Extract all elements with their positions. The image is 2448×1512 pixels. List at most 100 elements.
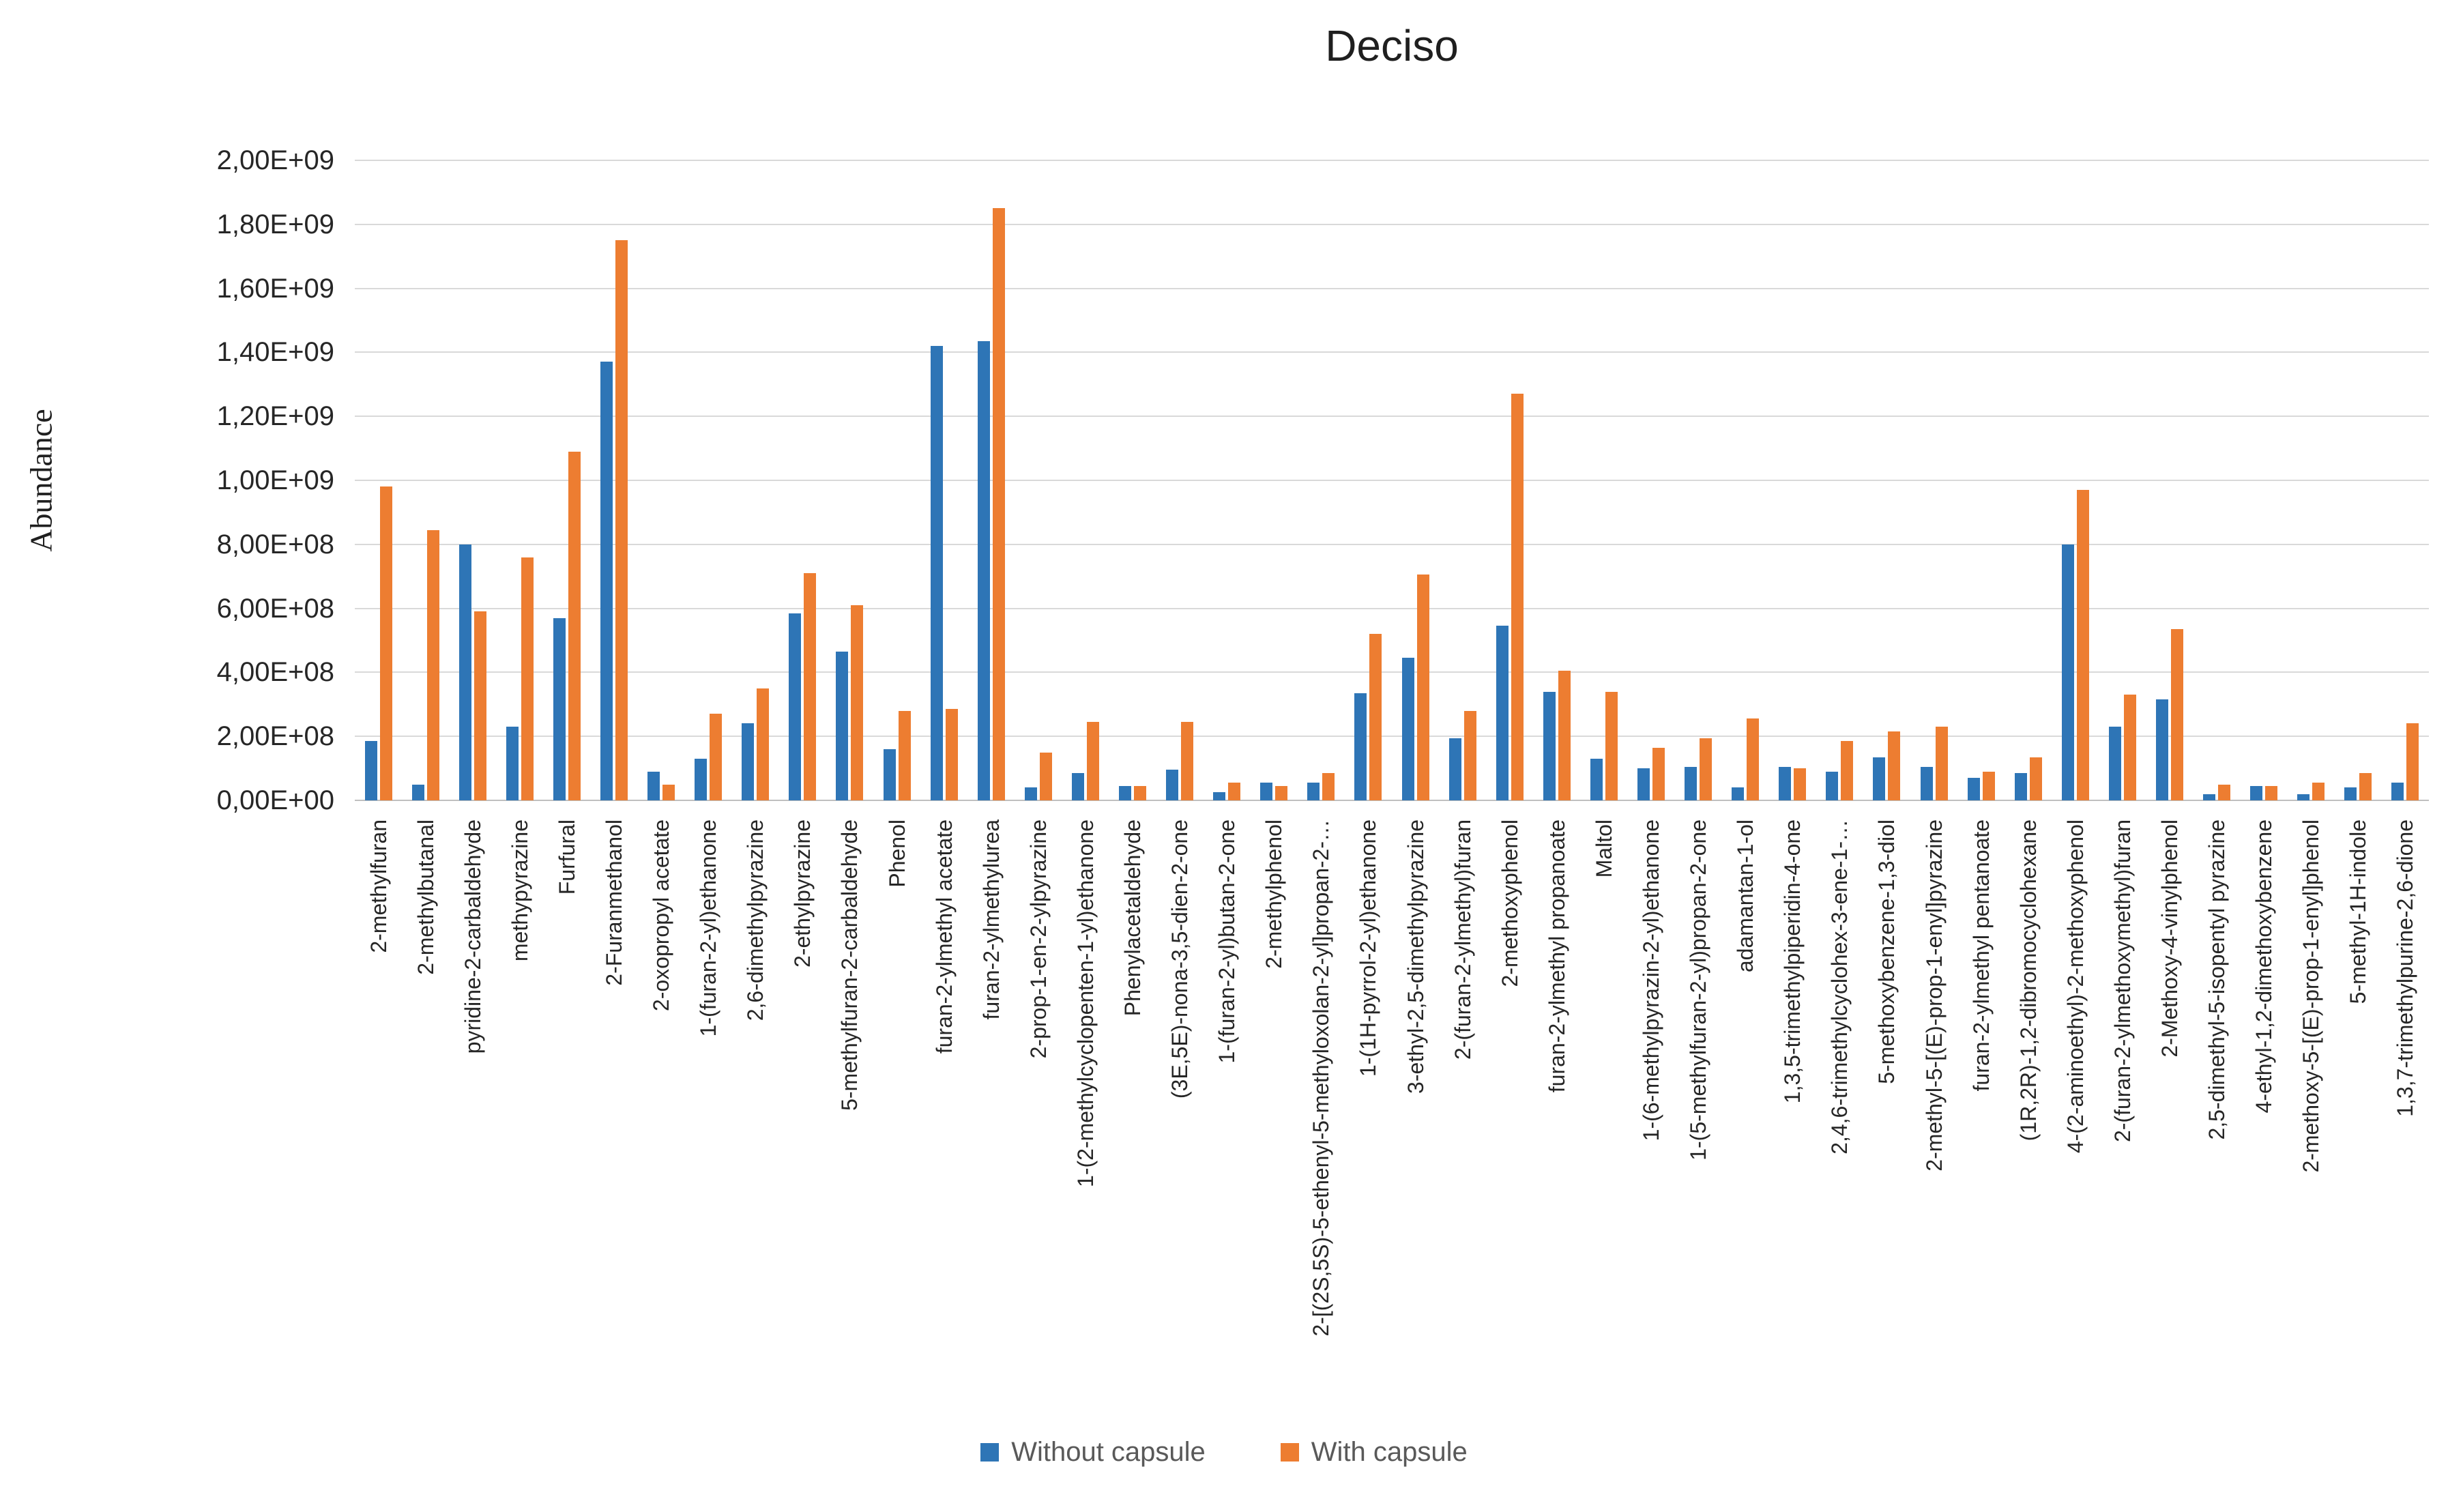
bar-with-capsule: [1841, 741, 1854, 800]
bar-without-capsule: [1732, 787, 1745, 800]
gridline: [355, 287, 2429, 289]
bar-with-capsule: [1794, 768, 1807, 800]
bar-without-capsule: [930, 346, 943, 800]
bar-with-capsule: [992, 208, 1005, 800]
x-category-label: 5-methyl-1H-indole: [2346, 819, 2371, 1004]
x-category-label: 2-oxopropyl acetate: [649, 819, 674, 1012]
x-category-label: 3-ethyl-2,5-dimethylpyrazine: [1403, 819, 1428, 1094]
x-category-label: 2-ethylpyrazine: [790, 819, 815, 968]
bar-with-capsule: [2265, 785, 2278, 800]
bar-without-capsule: [1685, 766, 1697, 800]
bar-without-capsule: [1967, 778, 1980, 800]
x-category-label: 2-methylphenol: [1262, 819, 1287, 969]
bar-with-capsule: [426, 529, 439, 800]
x-category-label: 1-(furan-2-yl)ethanone: [696, 819, 721, 1037]
y-tick-label: 8,00E+08: [216, 529, 334, 559]
x-category-label: (3E,5E)-nona-3,5-dien-2-one: [1167, 819, 1193, 1099]
bar-with-capsule: [2076, 490, 2089, 800]
bar-without-capsule: [1071, 773, 1084, 800]
bar-without-capsule: [1213, 792, 1226, 800]
y-tick-label: 1,60E+09: [216, 273, 334, 304]
x-category-label: methypyrazine: [507, 819, 532, 962]
x-category-label: 5-methoxybenzene-1,3-diol: [1874, 819, 1899, 1084]
bar-with-capsule: [2171, 629, 2183, 800]
legend-label-with-capsule: With capsule: [1311, 1437, 1468, 1467]
bar-with-capsule: [568, 451, 581, 800]
x-category-label: 2-methylfuran: [366, 819, 391, 953]
x-category-label: 1-(6-methylpyrazin-2-yl)ethanone: [1639, 819, 1663, 1142]
bar-without-capsule: [1590, 759, 1603, 800]
gridline: [355, 223, 2429, 225]
legend-item-with-capsule: With capsule: [1280, 1437, 1468, 1468]
legend-swatch-without-capsule-icon: [980, 1443, 1000, 1462]
bar-with-capsule: [521, 557, 534, 800]
bar-without-capsule: [600, 362, 613, 800]
bar-without-capsule: [2108, 727, 2121, 800]
y-tick-label: 4,00E+08: [216, 657, 334, 688]
bar-with-capsule: [804, 573, 817, 800]
y-tick-label: 1,40E+09: [216, 337, 334, 368]
legend-label-without-capsule: Without capsule: [1011, 1437, 1206, 1467]
legend: Without capsule With capsule: [0, 1437, 2448, 1468]
bar-without-capsule: [1260, 783, 1273, 800]
bar-without-capsule: [2061, 544, 2074, 800]
bar-with-capsule: [615, 240, 628, 800]
legend-item-without-capsule: Without capsule: [980, 1437, 1206, 1468]
gridline: [355, 736, 2429, 738]
bar-without-capsule: [1826, 771, 1839, 800]
bar-with-capsule: [1558, 671, 1571, 800]
bar-without-capsule: [1307, 783, 1320, 800]
x-category-label: 2-Furanmethanol: [602, 819, 626, 986]
x-category-label: Furfural: [554, 819, 579, 895]
bar-without-capsule: [695, 759, 708, 800]
x-category-label: 2-Methoxy-4-vinylphenol: [2157, 819, 2182, 1058]
y-tick-label: 1,20E+09: [216, 401, 334, 432]
bar-without-capsule: [1354, 693, 1367, 800]
bar-with-capsule: [1652, 747, 1665, 800]
x-category-label: 2,6-dimethylpyrazine: [743, 819, 768, 1021]
bar-without-capsule: [2250, 785, 2263, 800]
bar-without-capsule: [1779, 766, 1792, 800]
x-category-label: 2-prop-1-en-2-ylpyrazine: [1025, 819, 1051, 1059]
bar-without-capsule: [2156, 699, 2168, 800]
bar-with-capsule: [1463, 710, 1476, 800]
bar-with-capsule: [1181, 722, 1194, 800]
bar-with-capsule: [1888, 731, 1901, 800]
bar-without-capsule: [1873, 757, 1886, 800]
x-category-label: 1,3,7-trimethylpurine-2,6-dione: [2393, 819, 2418, 1117]
bar-with-capsule: [2218, 784, 2231, 800]
bar-with-capsule: [1605, 691, 1618, 800]
bar-without-capsule: [2014, 773, 2027, 800]
x-category-label: 2,4,6-trimethylcyclohex-3-ene-1-…: [1827, 819, 1852, 1154]
bar-without-capsule: [1119, 785, 1131, 800]
bar-without-capsule: [411, 784, 424, 800]
x-category-label: adamantan-1-ol: [1733, 819, 1758, 973]
gridline: [355, 480, 2429, 481]
bar-without-capsule: [883, 748, 896, 800]
bar-without-capsule: [789, 613, 802, 800]
y-tick-label: 1,00E+09: [216, 465, 334, 495]
y-tick-label: 0,00E+00: [216, 785, 334, 815]
bar-with-capsule: [710, 714, 723, 800]
bar-without-capsule: [1166, 770, 1179, 800]
x-category-label: 1-(1H-pyrrol-2-yl)ethanone: [1356, 819, 1381, 1077]
bar-without-capsule: [2391, 783, 2404, 800]
bar-with-capsule: [1369, 634, 1382, 800]
bar-without-capsule: [1496, 626, 1509, 800]
bar-with-capsule: [1416, 575, 1429, 800]
y-tick-label: 2,00E+09: [216, 145, 334, 175]
bar-with-capsule: [1134, 785, 1146, 800]
y-tick-label: 6,00E+08: [216, 593, 334, 624]
x-category-label: 2-methoxy-5-[(E)-prop-1-enyl]phenol: [2299, 819, 2324, 1173]
bar-with-capsule: [2406, 723, 2419, 800]
x-category-label: 1,3,5-trimethylpiperidin-4-one: [1780, 819, 1805, 1104]
x-category-label: 5-methylfuran-2-carbaldehyde: [837, 819, 862, 1111]
bar-with-capsule: [1700, 738, 1713, 800]
bar-without-capsule: [1543, 691, 1556, 800]
x-axis-line: [355, 800, 2429, 801]
y-tick-label: 1,80E+09: [216, 209, 334, 239]
x-category-label: 2-methyl-5-[(E)-prop-1-enyl]pyrazine: [1921, 819, 1947, 1172]
bar-without-capsule: [364, 741, 377, 800]
x-category-label: 2-(furan-2-ylmethyl)furan: [1450, 819, 1475, 1060]
